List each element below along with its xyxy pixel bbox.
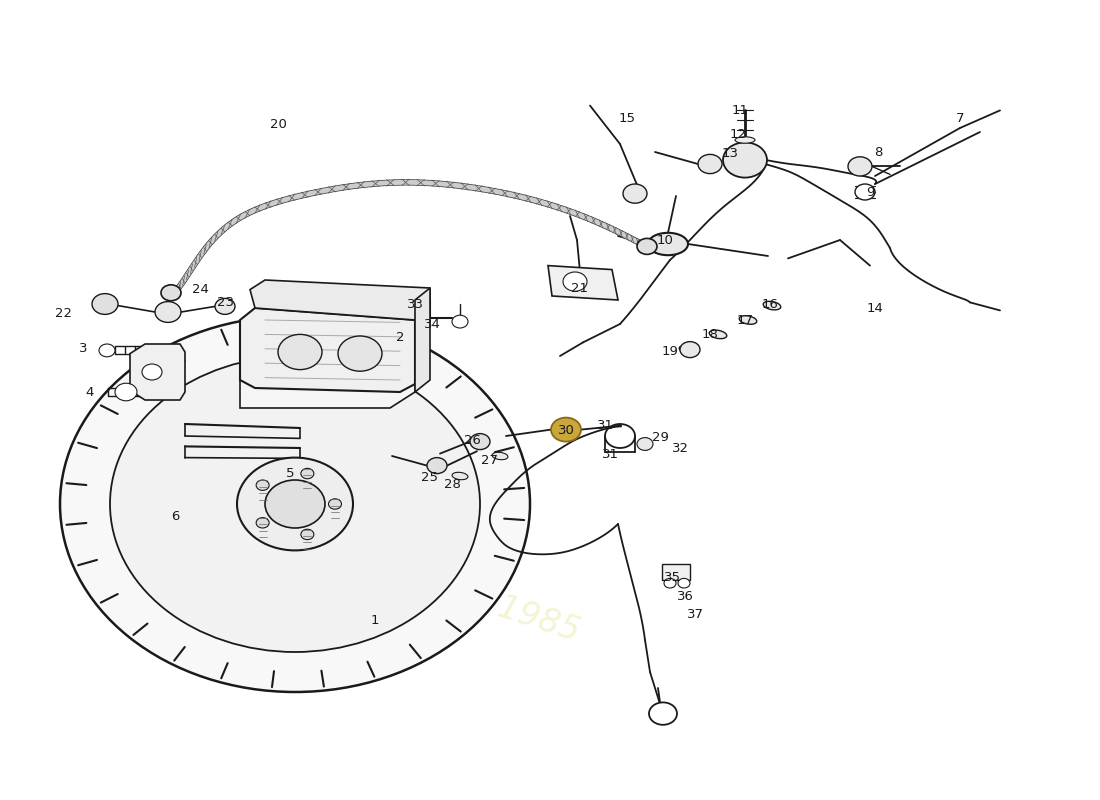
Circle shape	[470, 434, 490, 450]
Circle shape	[142, 364, 162, 380]
Ellipse shape	[452, 472, 468, 480]
Circle shape	[855, 184, 875, 200]
Circle shape	[161, 285, 182, 301]
Bar	[662, 564, 690, 580]
Ellipse shape	[710, 330, 727, 338]
Circle shape	[236, 458, 353, 550]
Circle shape	[637, 438, 653, 450]
Text: 5: 5	[286, 467, 295, 480]
Polygon shape	[415, 288, 430, 392]
Text: 31: 31	[596, 419, 614, 432]
Text: 18: 18	[702, 328, 718, 341]
Circle shape	[92, 294, 118, 314]
Ellipse shape	[492, 452, 508, 460]
Text: 15: 15	[618, 112, 636, 125]
Circle shape	[116, 383, 138, 401]
Text: 22: 22	[55, 307, 72, 320]
Text: 21: 21	[572, 282, 588, 294]
Text: 14: 14	[867, 302, 883, 314]
Text: 4: 4	[86, 386, 95, 398]
Text: 29: 29	[651, 431, 669, 444]
Circle shape	[723, 142, 767, 178]
Polygon shape	[240, 308, 415, 392]
Text: a pas
sior parts since 1985: a pas sior parts since 1985	[241, 472, 595, 648]
Text: 2: 2	[396, 331, 405, 344]
Circle shape	[664, 578, 676, 588]
Text: 33: 33	[407, 298, 424, 310]
Circle shape	[301, 468, 314, 478]
Text: 24: 24	[191, 283, 208, 296]
Circle shape	[99, 344, 116, 357]
Text: 6: 6	[170, 510, 179, 522]
Circle shape	[256, 480, 270, 490]
Circle shape	[637, 238, 657, 254]
Circle shape	[265, 480, 324, 528]
Circle shape	[110, 356, 480, 652]
Text: 11: 11	[732, 104, 748, 117]
Circle shape	[301, 530, 314, 540]
Text: 20: 20	[270, 118, 286, 130]
Text: 10: 10	[657, 234, 673, 246]
Text: 3: 3	[79, 342, 87, 354]
Text: 28: 28	[443, 478, 461, 490]
Circle shape	[563, 272, 587, 291]
Text: 17: 17	[737, 314, 754, 326]
Circle shape	[214, 298, 235, 314]
Circle shape	[680, 342, 700, 358]
Text: 7: 7	[956, 112, 965, 125]
Ellipse shape	[763, 302, 781, 310]
Text: 34: 34	[424, 318, 440, 331]
Text: europ: europ	[70, 367, 414, 561]
Circle shape	[551, 418, 581, 442]
Ellipse shape	[739, 316, 757, 324]
Text: 27: 27	[482, 454, 498, 466]
Circle shape	[848, 157, 872, 176]
Polygon shape	[130, 344, 185, 400]
Polygon shape	[240, 336, 415, 408]
Circle shape	[623, 184, 647, 203]
Text: 36: 36	[676, 590, 693, 602]
Polygon shape	[250, 280, 430, 320]
Circle shape	[649, 702, 676, 725]
Circle shape	[427, 458, 447, 474]
Text: 30: 30	[558, 424, 574, 437]
Circle shape	[60, 316, 530, 692]
Circle shape	[256, 518, 270, 528]
Text: 32: 32	[671, 442, 689, 454]
Text: 31: 31	[602, 448, 618, 461]
Ellipse shape	[679, 346, 696, 354]
Text: 19: 19	[661, 346, 679, 358]
Polygon shape	[548, 266, 618, 300]
Circle shape	[698, 154, 722, 174]
Text: 16: 16	[761, 298, 779, 310]
Text: 37: 37	[686, 608, 704, 621]
Circle shape	[678, 578, 690, 588]
Circle shape	[452, 315, 468, 328]
Text: 26: 26	[463, 434, 481, 446]
Text: 1: 1	[371, 614, 380, 626]
Circle shape	[338, 336, 382, 371]
Circle shape	[278, 334, 322, 370]
Text: 23: 23	[217, 296, 233, 309]
Text: 13: 13	[722, 147, 738, 160]
Text: 25: 25	[421, 471, 439, 484]
Circle shape	[155, 302, 182, 322]
Text: 35: 35	[663, 571, 681, 584]
Text: 8: 8	[873, 146, 882, 158]
Circle shape	[329, 499, 341, 510]
Text: 12: 12	[729, 128, 747, 141]
Ellipse shape	[735, 137, 755, 143]
Ellipse shape	[648, 233, 688, 255]
Text: 9: 9	[866, 186, 874, 198]
